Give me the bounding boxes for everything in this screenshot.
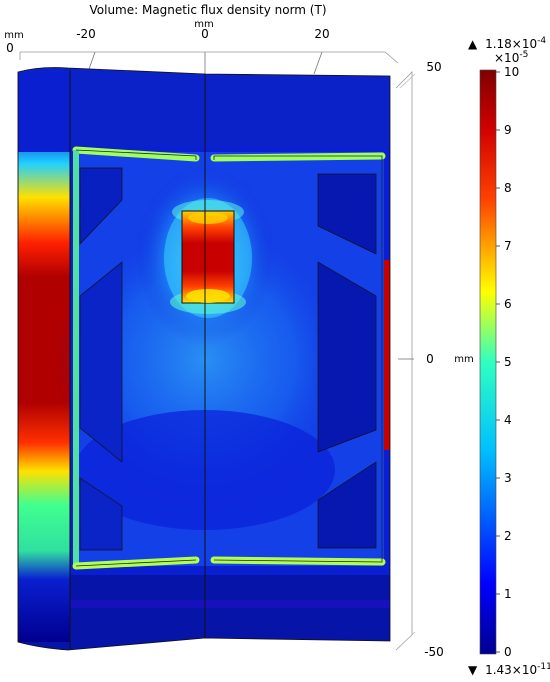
right-upper-cutout bbox=[317, 173, 377, 255]
colorbar-tick-label: 9 bbox=[504, 123, 512, 137]
colorbar-tick-label: 2 bbox=[504, 529, 512, 543]
colorbar-tick-label: 8 bbox=[504, 181, 512, 195]
left-middle-cutout bbox=[79, 261, 123, 463]
left-axis-unit: mm bbox=[4, 30, 23, 41]
right-axis: 50 0 -50 mm bbox=[395, 60, 474, 659]
right-tick-label: 50 bbox=[426, 60, 441, 74]
colorbar-max-label: ▲ 1.18×10-4 bbox=[468, 36, 546, 51]
right-tick-label: 0 bbox=[426, 352, 434, 366]
colorbar-tick-label: 1 bbox=[504, 587, 512, 601]
colorbar-min-label: ▼ 1.43×10-11 bbox=[468, 662, 550, 677]
left-upper-cutout bbox=[79, 167, 123, 245]
plot-title: Volume: Magnetic flux density norm (T) bbox=[89, 3, 326, 17]
colorbar-tick-label: 6 bbox=[504, 297, 512, 311]
top-tick-label: 0 bbox=[201, 27, 209, 41]
right-tick-label: -50 bbox=[424, 645, 444, 659]
right-axis-unit: mm bbox=[454, 354, 473, 365]
right-lower-cutout bbox=[317, 461, 377, 549]
right-middle-cutout bbox=[317, 261, 377, 453]
colorbar-tick-label: 0 bbox=[504, 645, 512, 659]
colorbar-gradient bbox=[479, 69, 497, 655]
left-lower-cutout bbox=[79, 477, 123, 551]
colorbar-tick-label: 3 bbox=[504, 471, 512, 485]
colorbar-tick-label: 7 bbox=[504, 239, 512, 253]
colorbar-scale-label: ×10-5 bbox=[494, 50, 528, 65]
top-axis: mm -20 0 20 mm 0 bbox=[4, 19, 399, 75]
field-volume bbox=[17, 67, 391, 651]
top-tick-label: -20 bbox=[76, 27, 96, 41]
colorbar-tick-label: 10 bbox=[504, 65, 519, 79]
colorbar-tick-label: 4 bbox=[504, 413, 512, 427]
colorbar-tick-label: 5 bbox=[504, 355, 512, 369]
coil-region bbox=[181, 210, 235, 304]
top-axis-unit: mm bbox=[194, 19, 213, 30]
top-tick-label: 20 bbox=[314, 27, 329, 41]
left-tick-label: 0 bbox=[6, 41, 14, 55]
